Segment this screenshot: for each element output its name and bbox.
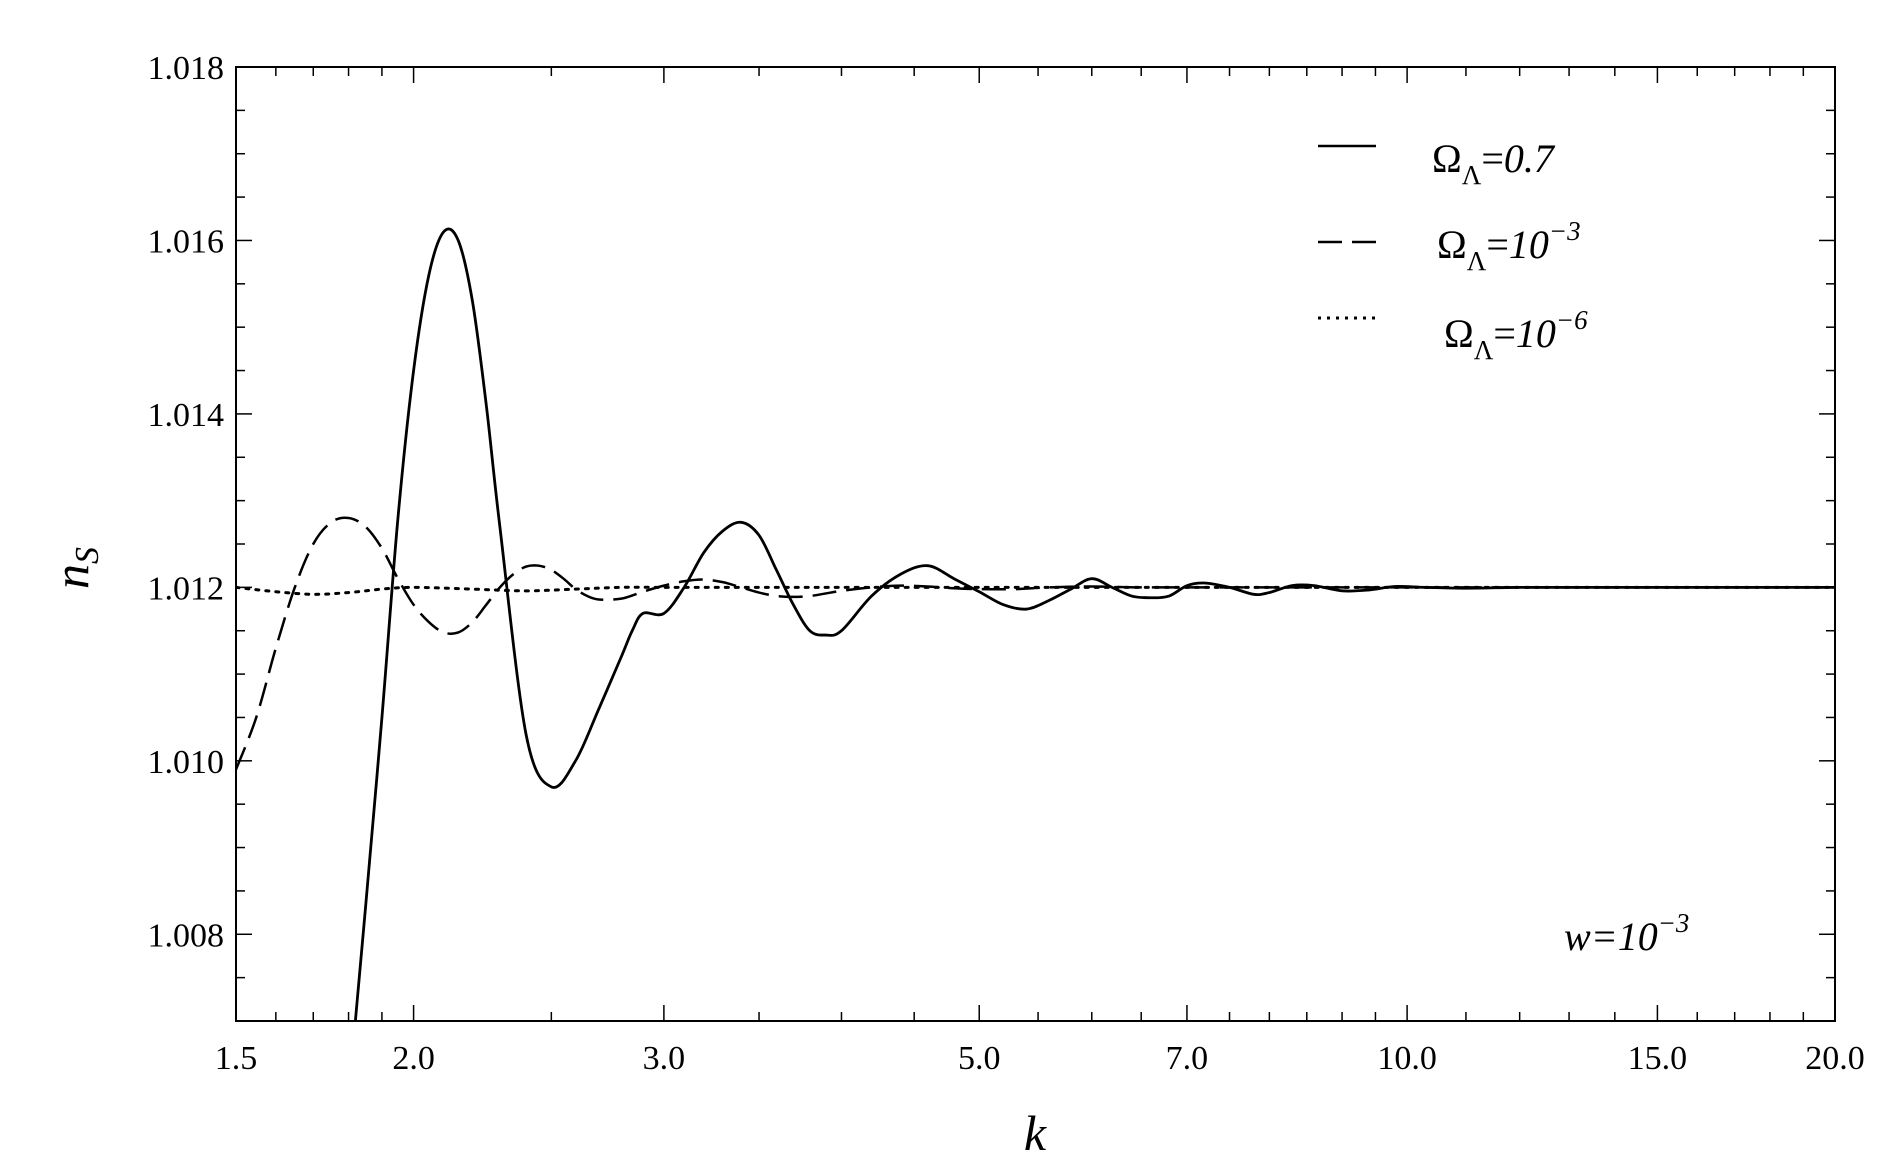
x-tick-label: 2.0 (392, 1040, 435, 1077)
y-tick-label: 1.016 (148, 223, 225, 260)
series-lines (236, 227, 1835, 1021)
axis-ticks (235, 66, 1836, 1022)
legend-label-series-2: ΩΛ=10−3 (1437, 216, 1581, 276)
x-tick-label: 10.0 (1377, 1040, 1437, 1077)
y-tick-labels: 1.008 1.010 1.012 1.014 1.016 1.018 (148, 50, 225, 954)
x-tick-label: 20.0 (1805, 1040, 1865, 1077)
legend: ΩΛ=0.7 ΩΛ=10−3 ΩΛ=10−6 (1318, 136, 1588, 365)
legend-label-series-3: ΩΛ=10−6 (1444, 305, 1588, 365)
y-axis-label-main: n (43, 564, 99, 589)
x-tick-label: 3.0 (643, 1040, 686, 1077)
y-tick-label: 1.008 (148, 917, 225, 954)
y-axis-label-subscript: S (69, 547, 106, 564)
series-line-solid (353, 227, 1835, 1021)
y-axis-label: nS (43, 547, 106, 589)
y-tick-label: 1.018 (148, 50, 225, 87)
plot-frame (235, 66, 1836, 1022)
x-tick-label: 15.0 (1628, 1040, 1688, 1077)
y-tick-label: 1.014 (148, 397, 225, 434)
series-line-dashed (236, 516, 1835, 770)
x-tick-labels: 1.5 2.0 3.0 5.0 7.0 10.0 15.0 20.0 (215, 1040, 1865, 1077)
annotation-w-value: w=10−3 (1564, 908, 1689, 959)
x-tick-label: 7.0 (1166, 1040, 1209, 1077)
x-tick-label: 5.0 (958, 1040, 1001, 1077)
x-axis-label: k (1024, 1105, 1047, 1160)
legend-label-series-1: ΩΛ=0.7 (1432, 136, 1556, 190)
y-tick-label: 1.010 (148, 744, 225, 781)
y-tick-label: 1.012 (148, 570, 225, 607)
x-tick-label: 1.5 (215, 1040, 258, 1077)
